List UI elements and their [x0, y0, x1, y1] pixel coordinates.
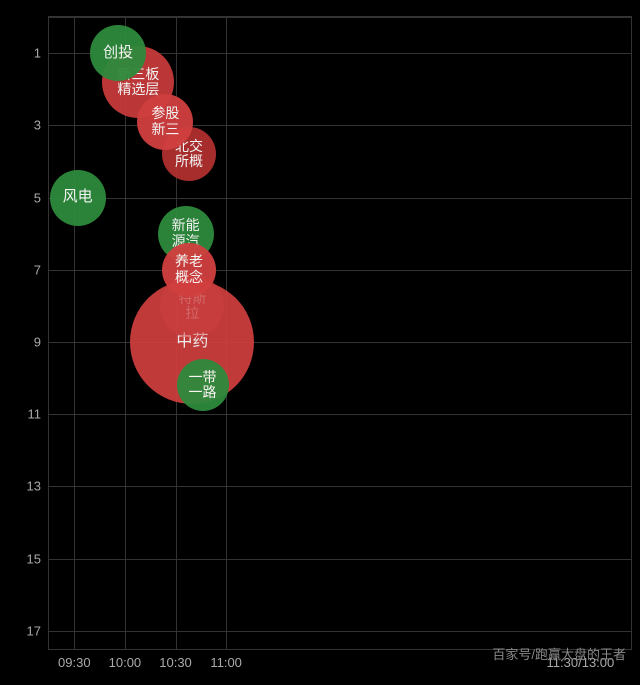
- y-tick: 9: [11, 335, 49, 350]
- gridline-v: [74, 17, 75, 649]
- y-tick: 3: [11, 118, 49, 133]
- gridline-h: [49, 414, 631, 415]
- y-tick: 17: [11, 623, 49, 638]
- gridline-h: [49, 125, 631, 126]
- y-tick: 13: [11, 479, 49, 494]
- x-tick: 10:00: [109, 649, 142, 670]
- plot-area: 135791113151709:3010:0010:3011:0011:30/1…: [48, 16, 632, 650]
- gridline-h: [49, 559, 631, 560]
- x-tick: 10:30: [159, 649, 192, 670]
- y-tick: 1: [11, 46, 49, 61]
- bubble[interactable]: 一带一路: [177, 359, 229, 411]
- bubble[interactable]: 风电: [50, 170, 106, 226]
- bubble-chart: 135791113151709:3010:0010:3011:0011:30/1…: [0, 0, 640, 685]
- y-tick: 5: [11, 190, 49, 205]
- watermark-text: 百家号/跑赢大盘的王者: [492, 644, 626, 663]
- bubble[interactable]: 创投: [90, 25, 146, 81]
- gridline-h: [49, 198, 631, 199]
- y-tick: 7: [11, 262, 49, 277]
- gridline-h: [49, 17, 631, 18]
- x-tick: 11:00: [210, 649, 242, 670]
- bubble[interactable]: 参股新三: [137, 94, 193, 150]
- bubble[interactable]: 养老概念: [162, 243, 216, 297]
- y-tick: 11: [11, 407, 49, 422]
- gridline-h: [49, 631, 631, 632]
- gridline-h: [49, 486, 631, 487]
- gridline-h: [49, 270, 631, 271]
- y-tick: 15: [11, 551, 49, 566]
- x-tick: 09:30: [58, 649, 91, 670]
